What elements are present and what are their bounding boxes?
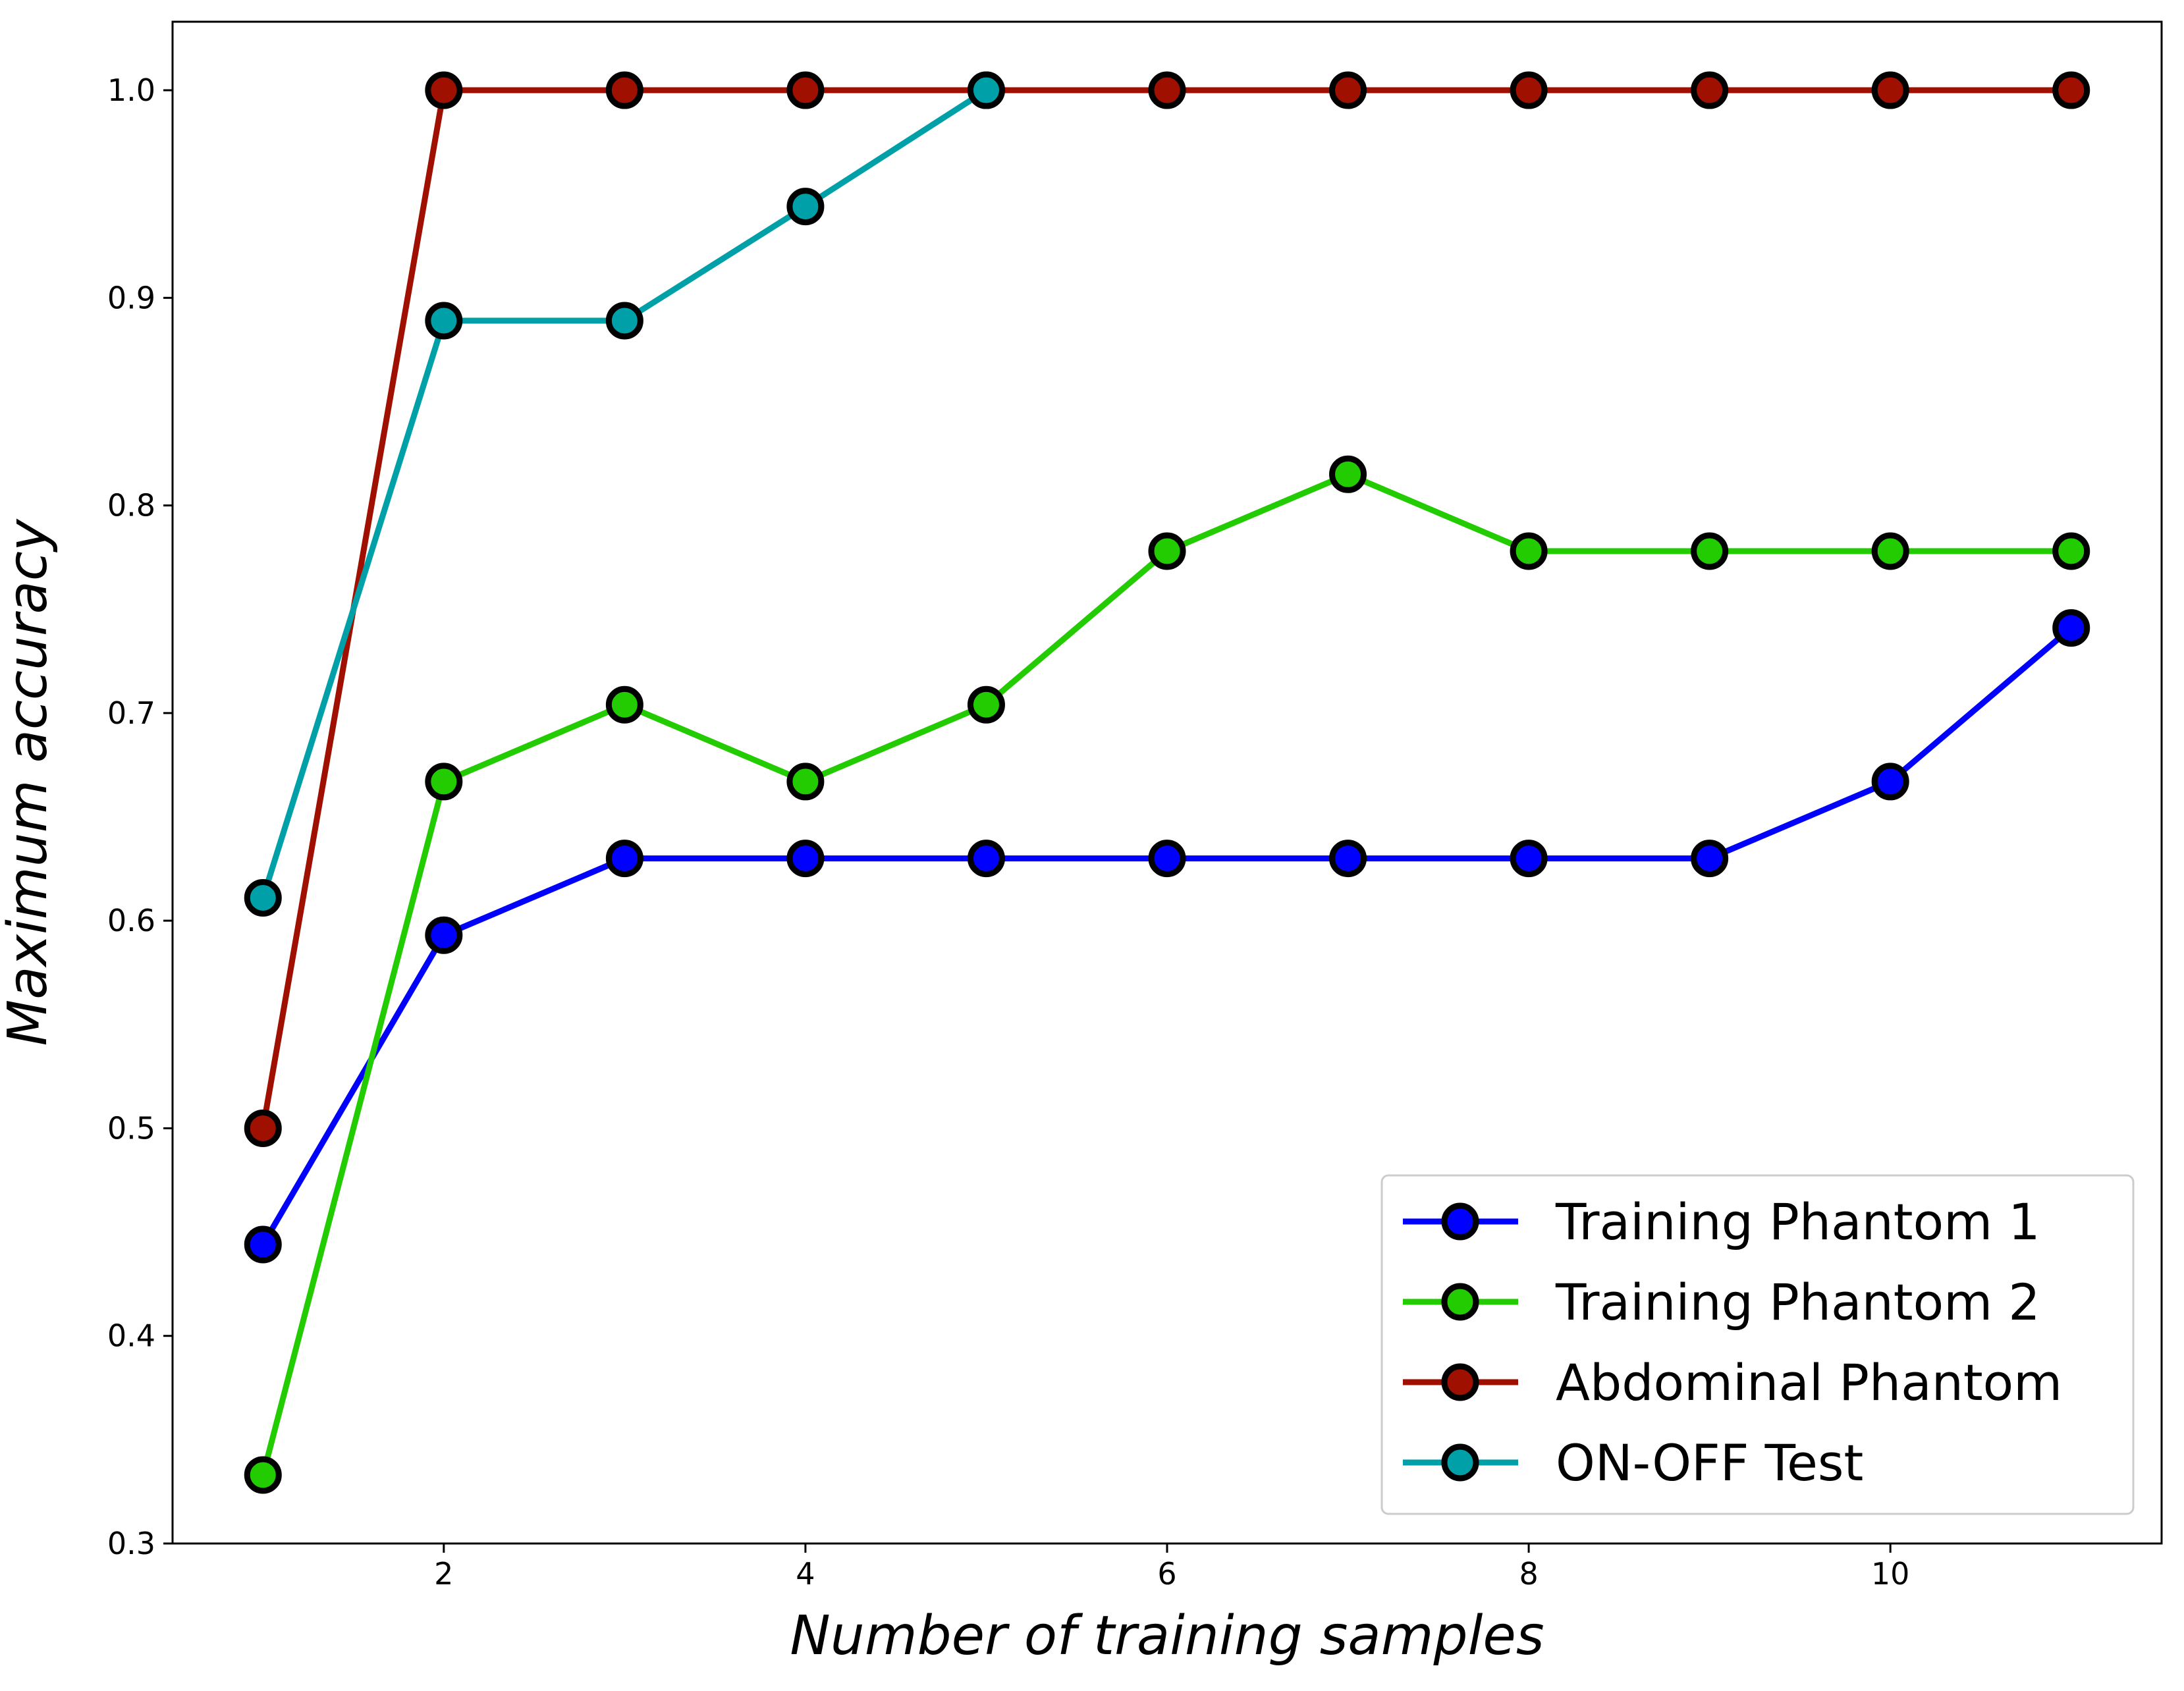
data-point bbox=[425, 916, 463, 954]
data-point bbox=[1691, 840, 1729, 878]
data-point bbox=[786, 763, 825, 801]
legend-entry-on-off-test: ON-OFF Test bbox=[1403, 1434, 1863, 1492]
y-tick-label: 1.0 bbox=[107, 72, 155, 108]
data-point bbox=[244, 1109, 282, 1147]
x-axis-label: Number of training samples bbox=[790, 1605, 1544, 1667]
legend-swatch-marker bbox=[1441, 1363, 1479, 1401]
y-tick-label: 0.3 bbox=[107, 1526, 155, 1561]
series-training-phantom-2 bbox=[244, 455, 2090, 1494]
data-point bbox=[2052, 532, 2090, 570]
data-point bbox=[1329, 455, 1367, 493]
data-point bbox=[605, 685, 643, 724]
legend-entry-training-phantom-2: Training Phantom 2 bbox=[1403, 1273, 2040, 1331]
data-point bbox=[244, 878, 282, 917]
legend-swatch-marker bbox=[1441, 1283, 1479, 1321]
x-tick-label: 8 bbox=[1519, 1556, 1538, 1592]
data-point bbox=[425, 71, 463, 109]
legend-entry-abdominal-phantom: Abdominal Phantom bbox=[1403, 1353, 2062, 1412]
data-point bbox=[1510, 71, 1548, 109]
legend: Training Phantom 1 Training Phantom 2 Abdo… bbox=[1380, 1174, 2135, 1515]
data-point bbox=[425, 302, 463, 340]
data-point bbox=[605, 71, 643, 109]
y-tick-label: 0.5 bbox=[107, 1110, 155, 1146]
data-point bbox=[786, 188, 825, 226]
y-axis-label: Maximum accuracy bbox=[0, 518, 59, 1046]
series-training-phantom-1 bbox=[244, 609, 2090, 1264]
x-tick-label: 4 bbox=[796, 1556, 815, 1592]
data-point bbox=[1148, 532, 1186, 570]
x-tick-label: 2 bbox=[434, 1556, 453, 1592]
data-point bbox=[1329, 71, 1367, 109]
data-point bbox=[967, 840, 1005, 878]
legend-label: Training Phantom 2 bbox=[1555, 1273, 2040, 1331]
data-point bbox=[2052, 609, 2090, 647]
data-point bbox=[605, 840, 643, 878]
y-tick-label: 0.7 bbox=[107, 695, 155, 731]
data-point bbox=[2052, 71, 2090, 109]
y-tick-label: 0.4 bbox=[107, 1318, 155, 1354]
x-tick-label: 6 bbox=[1157, 1556, 1176, 1592]
data-point bbox=[1510, 840, 1548, 878]
y-tick-label: 0.8 bbox=[107, 488, 155, 523]
data-point bbox=[1691, 71, 1729, 109]
data-point bbox=[244, 1456, 282, 1494]
data-point bbox=[1148, 71, 1186, 109]
legend-entry-training-phantom-1: Training Phantom 1 bbox=[1403, 1193, 2040, 1251]
legend-swatch-marker bbox=[1441, 1202, 1479, 1241]
x-tick-label: 10 bbox=[1871, 1556, 1910, 1592]
data-point bbox=[605, 302, 643, 340]
legend-label: ON-OFF Test bbox=[1556, 1434, 1863, 1492]
data-point bbox=[1691, 532, 1729, 570]
data-point bbox=[967, 71, 1005, 109]
data-point bbox=[967, 685, 1005, 724]
legend-label: Training Phantom 1 bbox=[1555, 1193, 2040, 1251]
data-point bbox=[786, 71, 825, 109]
series-layer bbox=[244, 71, 2090, 1494]
series-on-off-test bbox=[244, 71, 1005, 917]
y-tick-label: 0.9 bbox=[107, 280, 155, 315]
x-axis-ticks: 2 4 6 8 10 bbox=[434, 1543, 1909, 1592]
data-point bbox=[244, 1225, 282, 1264]
data-point bbox=[425, 763, 463, 801]
legend-box bbox=[1380, 1174, 2135, 1515]
y-axis-ticks: 0.3 0.4 0.5 0.6 0.7 0.8 0.9 1.0 bbox=[107, 72, 173, 1561]
legend-swatch-marker bbox=[1441, 1443, 1479, 1482]
data-point bbox=[1329, 840, 1367, 878]
data-point bbox=[1871, 532, 1909, 570]
y-tick-label: 0.6 bbox=[107, 903, 155, 938]
data-point bbox=[786, 840, 825, 878]
data-point bbox=[1148, 840, 1186, 878]
data-point bbox=[1510, 532, 1548, 570]
legend-label: Abdominal Phantom bbox=[1556, 1353, 2062, 1412]
data-point bbox=[1871, 763, 1909, 801]
data-point bbox=[1871, 71, 1909, 109]
